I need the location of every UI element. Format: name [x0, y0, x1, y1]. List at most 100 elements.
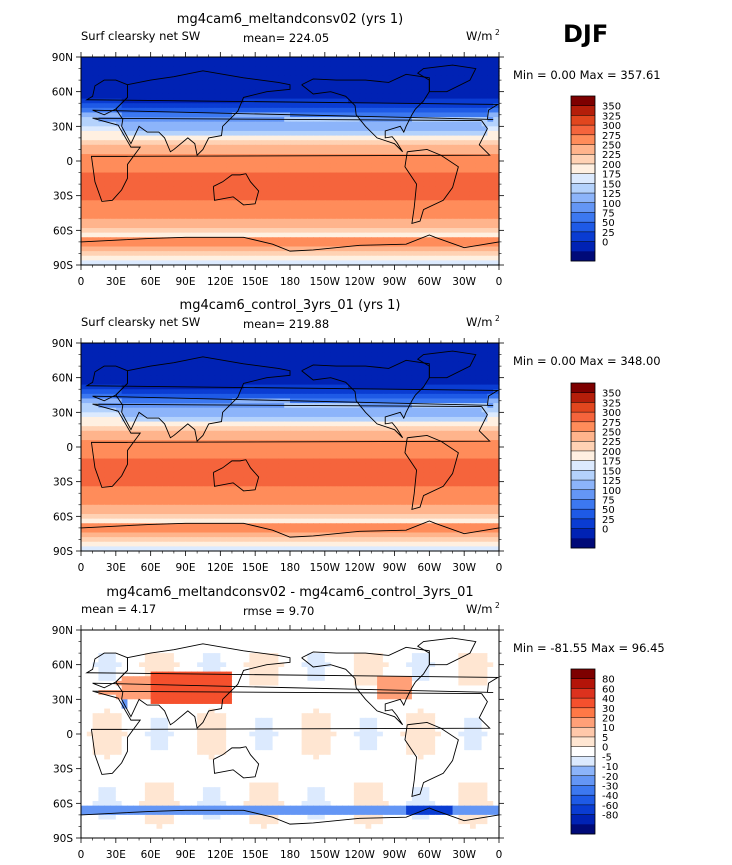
- heatmap-cell: [469, 389, 477, 395]
- heatmap-cell: [342, 435, 349, 441]
- heatmap-cell: [388, 204, 396, 211]
- heatmap-cell: [417, 343, 425, 349]
- heatmap-cell: [406, 75, 413, 81]
- heatmap-cell: [435, 163, 442, 169]
- heatmap-cell: [284, 241, 291, 248]
- heatmap-cell: [290, 352, 297, 358]
- heatmap-cell: [417, 98, 425, 104]
- heatmap-cell: [452, 209, 459, 215]
- heatmap-cell: [353, 435, 361, 441]
- heatmap-cell: [440, 66, 448, 72]
- heatmap-cell: [98, 61, 105, 67]
- heatmap-cell: [104, 70, 111, 77]
- heatmap-cell: [324, 75, 332, 81]
- heatmap-cell: [469, 144, 477, 151]
- heatmap-cell: [191, 440, 198, 446]
- heatmap-cell: [115, 375, 123, 381]
- heatmap-cell: [481, 158, 488, 164]
- heatmap-cell: [115, 80, 123, 86]
- heatmap-cell: [92, 421, 100, 427]
- heatmap-cell: [150, 421, 158, 427]
- heatmap-cell: [458, 407, 465, 413]
- heatmap-cell: [313, 384, 320, 390]
- heatmap-cell: [110, 121, 117, 127]
- heatmap-cell: [191, 163, 198, 169]
- heatmap-cell: [464, 195, 471, 201]
- heatmap-cell: [353, 200, 361, 206]
- heatmap-cell: [440, 80, 448, 86]
- heatmap-cell: [319, 75, 326, 81]
- heatmap-cell: [214, 57, 221, 63]
- heatmap-cell: [371, 209, 378, 215]
- heatmap-cell: [388, 167, 396, 174]
- heatmap-cell: [336, 375, 343, 381]
- heatmap-cell: [185, 389, 192, 395]
- heatmap-cell: [156, 421, 163, 427]
- heatmap-cell: [348, 218, 355, 224]
- heatmap-cell: [202, 172, 210, 178]
- heatmap-cell: [86, 209, 94, 215]
- heatmap-cell: [168, 435, 175, 441]
- heatmap-cell: [92, 379, 100, 386]
- heatmap-cell: [191, 255, 198, 261]
- heatmap-cell: [330, 186, 338, 192]
- heatmap-cell: [469, 223, 477, 229]
- heatmap-cell: [336, 89, 343, 95]
- heatmap-cell: [388, 389, 396, 395]
- heatmap-cell: [191, 379, 198, 386]
- heatmap-cell: [185, 163, 192, 169]
- heatmap-cell: [243, 343, 250, 349]
- heatmap-cell: [452, 154, 459, 160]
- heatmap-cell: [98, 191, 105, 197]
- heatmap-cell: [208, 241, 216, 248]
- heatmap-cell: [377, 260, 384, 266]
- heatmap-cell: [121, 158, 129, 164]
- heatmap-cell: [319, 214, 326, 220]
- heatmap-cell: [231, 117, 239, 123]
- heatmap-cell: [301, 200, 309, 206]
- heatmap-cell: [226, 177, 233, 183]
- heatmap-cell: [371, 366, 378, 372]
- colorbar-label: 175: [602, 170, 621, 181]
- heatmap-cell: [110, 117, 117, 123]
- heatmap-cell: [475, 209, 483, 215]
- heatmap-cell: [162, 416, 169, 423]
- heatmap-cell: [487, 181, 494, 188]
- heatmap-cell: [266, 407, 274, 413]
- heatmap-cell: [307, 260, 314, 266]
- heatmap-cell: [110, 426, 117, 432]
- heatmap-cell: [475, 218, 483, 224]
- heatmap-cell: [365, 260, 372, 266]
- heatmap-cell: [249, 218, 256, 224]
- heatmap-cell: [191, 93, 198, 100]
- heatmap-cell: [168, 186, 175, 192]
- heatmap-cell: [86, 126, 94, 132]
- heatmap-cell: [446, 204, 454, 211]
- heatmap-cell: [284, 61, 291, 67]
- heatmap-cell: [191, 237, 198, 243]
- heatmap-cell: [382, 167, 390, 174]
- heatmap-cell: [429, 209, 436, 215]
- heatmap-cell: [481, 370, 488, 376]
- heatmap-cell: [98, 144, 105, 151]
- heatmap-cell: [458, 130, 465, 137]
- heatmap-cell: [435, 352, 442, 358]
- heatmap-cell: [237, 130, 245, 137]
- heatmap-cell: [249, 112, 256, 118]
- heatmap-cell: [86, 112, 94, 118]
- heatmap-cell: [81, 352, 88, 358]
- heatmap-cell: [185, 430, 192, 437]
- heatmap-cell: [440, 366, 448, 372]
- heatmap-cell: [197, 412, 204, 418]
- heatmap-cell: [469, 375, 477, 381]
- heatmap-cell: [139, 186, 146, 192]
- heatmap-cell: [400, 112, 407, 118]
- heatmap-cell: [330, 232, 338, 238]
- heatmap-cell: [86, 370, 94, 376]
- heatmap-cell: [150, 375, 158, 381]
- heatmap-cell: [365, 140, 372, 146]
- heatmap-cell: [469, 126, 477, 132]
- heatmap-cell: [382, 93, 390, 100]
- heatmap-cell: [301, 158, 309, 164]
- heatmap-cell: [319, 167, 326, 174]
